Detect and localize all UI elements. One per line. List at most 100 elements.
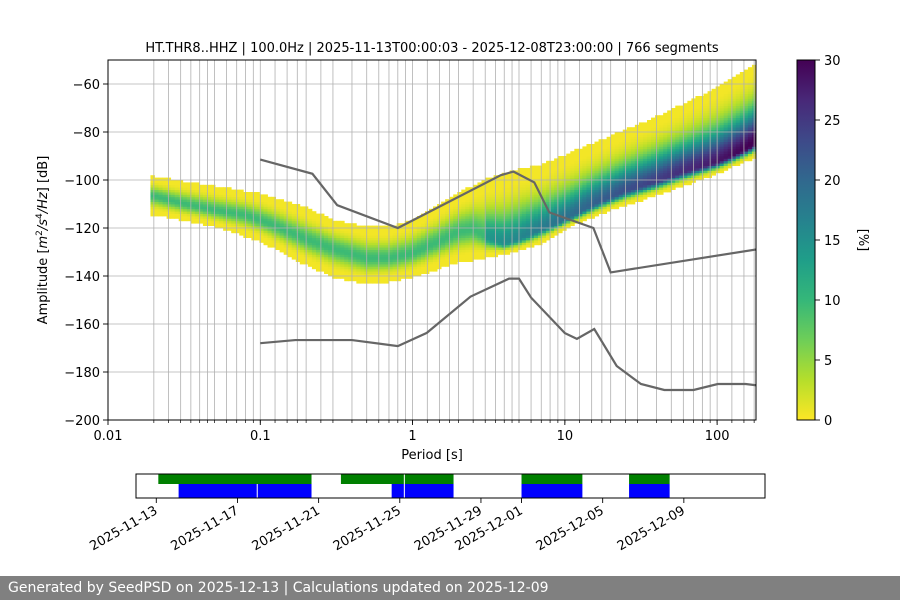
psd-cell xyxy=(727,112,733,116)
psd-cell xyxy=(473,204,478,207)
psd-cell xyxy=(638,175,644,178)
psd-cell xyxy=(606,182,612,186)
psd-cell xyxy=(380,252,385,255)
psd-cell xyxy=(485,211,490,214)
psd-cell xyxy=(328,242,333,246)
psd-cell xyxy=(469,244,474,248)
psd-cell xyxy=(202,194,208,198)
psd-cell xyxy=(538,242,543,246)
psd-cell xyxy=(598,168,603,171)
psd-cell xyxy=(590,148,595,152)
psd-cell xyxy=(287,211,293,214)
psd-cell xyxy=(598,160,603,164)
psd-cell xyxy=(311,223,317,226)
psd-cell xyxy=(542,184,547,188)
psd-cell xyxy=(735,93,741,97)
psd-cell xyxy=(429,237,434,241)
psd-cell xyxy=(344,228,349,231)
psd-cell xyxy=(481,206,486,210)
psd-cell xyxy=(630,160,636,164)
psd-cell xyxy=(521,182,527,186)
psd-cell xyxy=(529,170,535,174)
psd-cell xyxy=(469,252,474,255)
psd-cell xyxy=(340,264,345,267)
psd-cell xyxy=(348,259,353,262)
psd-cell xyxy=(703,98,708,102)
psd-cell xyxy=(211,218,216,222)
psd-cell xyxy=(227,225,232,229)
psd-cell xyxy=(614,141,620,145)
psd-cell xyxy=(368,280,373,284)
psd-cell xyxy=(703,134,708,138)
psd-cell xyxy=(715,110,721,114)
psd-cell xyxy=(638,134,644,138)
psd-cell xyxy=(481,216,486,219)
psd-cell xyxy=(638,151,644,154)
psd-cell xyxy=(497,247,503,250)
psd-cell xyxy=(671,124,676,128)
psd-cell xyxy=(663,134,668,138)
psd-cell xyxy=(328,249,333,253)
footer-bar: Generated by SeedPSD on 2025-12-13 | Cal… xyxy=(0,576,900,600)
psd-cell xyxy=(743,146,749,150)
psd-cell xyxy=(433,220,438,224)
psd-cell xyxy=(679,108,684,111)
psd-cell xyxy=(477,194,482,198)
psd-cell xyxy=(513,172,519,176)
psd-cell xyxy=(453,256,458,260)
psd-cell xyxy=(550,223,555,226)
nlnm-curve xyxy=(260,277,756,392)
psd-cell xyxy=(154,194,159,198)
psd-cell xyxy=(344,237,349,241)
psd-cell xyxy=(683,127,688,130)
psd-cell xyxy=(659,132,664,135)
psd-cell xyxy=(396,273,402,277)
psd-cell xyxy=(360,244,365,248)
psd-cell xyxy=(578,189,583,193)
psd-cell xyxy=(602,156,608,159)
psd-cell xyxy=(513,204,519,207)
psd-cell xyxy=(723,127,729,130)
psd-cell xyxy=(550,216,555,219)
psd-cell xyxy=(497,177,503,181)
psd-cell xyxy=(477,237,482,241)
psd-cell xyxy=(675,129,680,133)
psd-cell xyxy=(453,225,458,229)
psd-cell xyxy=(711,112,717,116)
psd-cell xyxy=(671,151,676,154)
psd-cell xyxy=(485,189,490,193)
psd-cell xyxy=(441,252,446,255)
psd-cell xyxy=(481,228,486,231)
psd-cell xyxy=(550,232,555,236)
psd-cell xyxy=(186,187,192,190)
psd-cell xyxy=(348,254,353,258)
psd-cell xyxy=(420,237,426,241)
psd-cell xyxy=(311,249,317,253)
psd-cell xyxy=(384,273,390,277)
psd-cell xyxy=(594,211,599,214)
psd-cell xyxy=(683,105,688,109)
psd-cell xyxy=(711,163,717,166)
psd-cell xyxy=(158,206,163,210)
psd-cell xyxy=(202,218,208,222)
psd-cell xyxy=(533,189,539,193)
psd-cell xyxy=(154,213,159,217)
psd-cell xyxy=(223,216,228,219)
psd-cell xyxy=(699,156,704,159)
psd-cell xyxy=(433,240,438,243)
psd-cell xyxy=(699,112,704,116)
psd-cell xyxy=(574,168,579,171)
psd-cell xyxy=(186,184,192,188)
psd-cell xyxy=(453,249,458,253)
psd-cell xyxy=(610,168,616,171)
psd-cell xyxy=(659,129,664,133)
psd-cell xyxy=(546,165,551,169)
psd-cell xyxy=(505,196,511,200)
psd-cell xyxy=(473,237,478,241)
psd-cell xyxy=(546,220,551,224)
psd-cell xyxy=(283,247,289,250)
psd-cell xyxy=(513,240,519,243)
psd-cell xyxy=(291,249,297,253)
psd-cell xyxy=(429,232,434,236)
psd-cell xyxy=(590,199,595,202)
